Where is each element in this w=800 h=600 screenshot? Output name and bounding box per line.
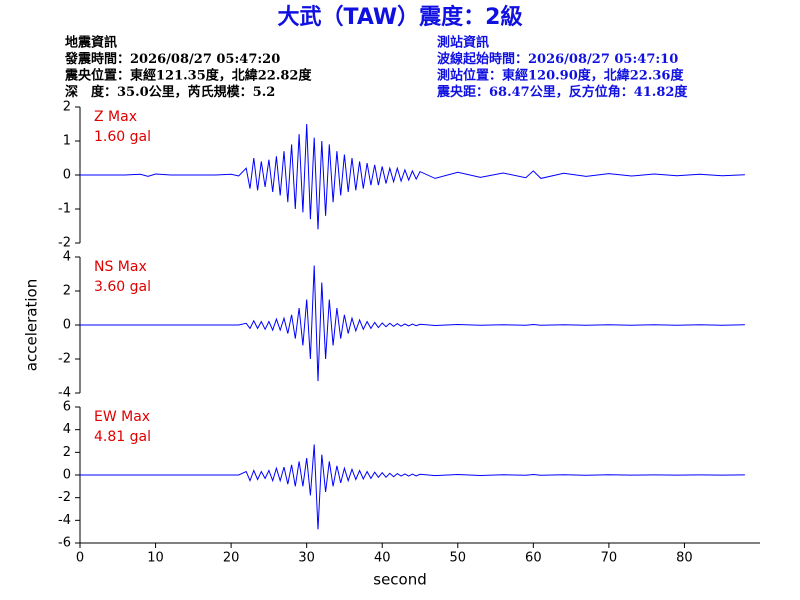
x-tick-label: 10 bbox=[147, 551, 164, 566]
info-line: 測站資訊 bbox=[437, 35, 489, 51]
x-tick-label: 60 bbox=[525, 551, 542, 566]
y-tick-label: 1 bbox=[63, 134, 71, 149]
title: 大武（TAW）震度：2級 bbox=[278, 4, 523, 30]
y-tick-label: -2 bbox=[58, 236, 71, 251]
x-tick-label: 0 bbox=[76, 551, 84, 566]
y-tick-label: 0 bbox=[63, 468, 71, 483]
y-tick-label: 6 bbox=[63, 400, 71, 415]
info-line: 波線起始時間：2026/08/27 05:47:10 bbox=[437, 51, 678, 67]
y-tick-label: 2 bbox=[63, 445, 71, 460]
x-tick-label: 50 bbox=[450, 551, 467, 566]
y-tick-label: 4 bbox=[63, 250, 71, 265]
max-annotation: 1.60 gal bbox=[94, 129, 151, 145]
max-annotation: NS Max bbox=[94, 259, 147, 275]
info-line: 地震資訊 bbox=[65, 35, 117, 51]
y-tick-label: 0 bbox=[63, 318, 71, 333]
waveform bbox=[80, 123, 745, 230]
x-tick-label: 70 bbox=[601, 551, 618, 566]
info-line: 震央距：68.47公里，反方位角：41.82度 bbox=[436, 84, 688, 100]
max-annotation: 3.60 gal bbox=[94, 279, 151, 295]
y-tick-label: -2 bbox=[58, 352, 71, 367]
x-axis-label: second bbox=[373, 571, 427, 589]
y-tick-label: 0 bbox=[63, 168, 71, 183]
max-annotation: EW Max bbox=[94, 409, 150, 425]
y-tick-label: -2 bbox=[58, 490, 71, 505]
y-tick-label: -6 bbox=[58, 536, 71, 551]
y-tick-label: 2 bbox=[63, 284, 71, 299]
y-axis-label: acceleration bbox=[23, 279, 41, 371]
info-line: 震央位置：東經121.35度，北緯22.82度 bbox=[64, 68, 312, 84]
x-tick-label: 20 bbox=[223, 551, 240, 566]
x-tick-label: 30 bbox=[298, 551, 315, 566]
info-line: 測站位置：東經120.90度，北緯22.36度 bbox=[437, 68, 684, 84]
waveform bbox=[80, 265, 745, 382]
y-tick-label: 4 bbox=[63, 422, 71, 437]
y-tick-label: -4 bbox=[58, 386, 71, 401]
info-line: 深 度：35.0公里，芮氏規模：5.2 bbox=[65, 84, 275, 100]
max-annotation: 4.81 gal bbox=[94, 429, 151, 445]
max-annotation: Z Max bbox=[94, 109, 137, 125]
y-tick-label: -4 bbox=[58, 513, 71, 528]
y-tick-label: -1 bbox=[58, 202, 71, 217]
waveform bbox=[80, 444, 745, 530]
x-tick-label: 40 bbox=[374, 551, 391, 566]
y-tick-label: 2 bbox=[63, 100, 71, 115]
info-line: 發震時間：2026/08/27 05:47:20 bbox=[64, 51, 280, 67]
x-tick-label: 80 bbox=[676, 551, 693, 566]
